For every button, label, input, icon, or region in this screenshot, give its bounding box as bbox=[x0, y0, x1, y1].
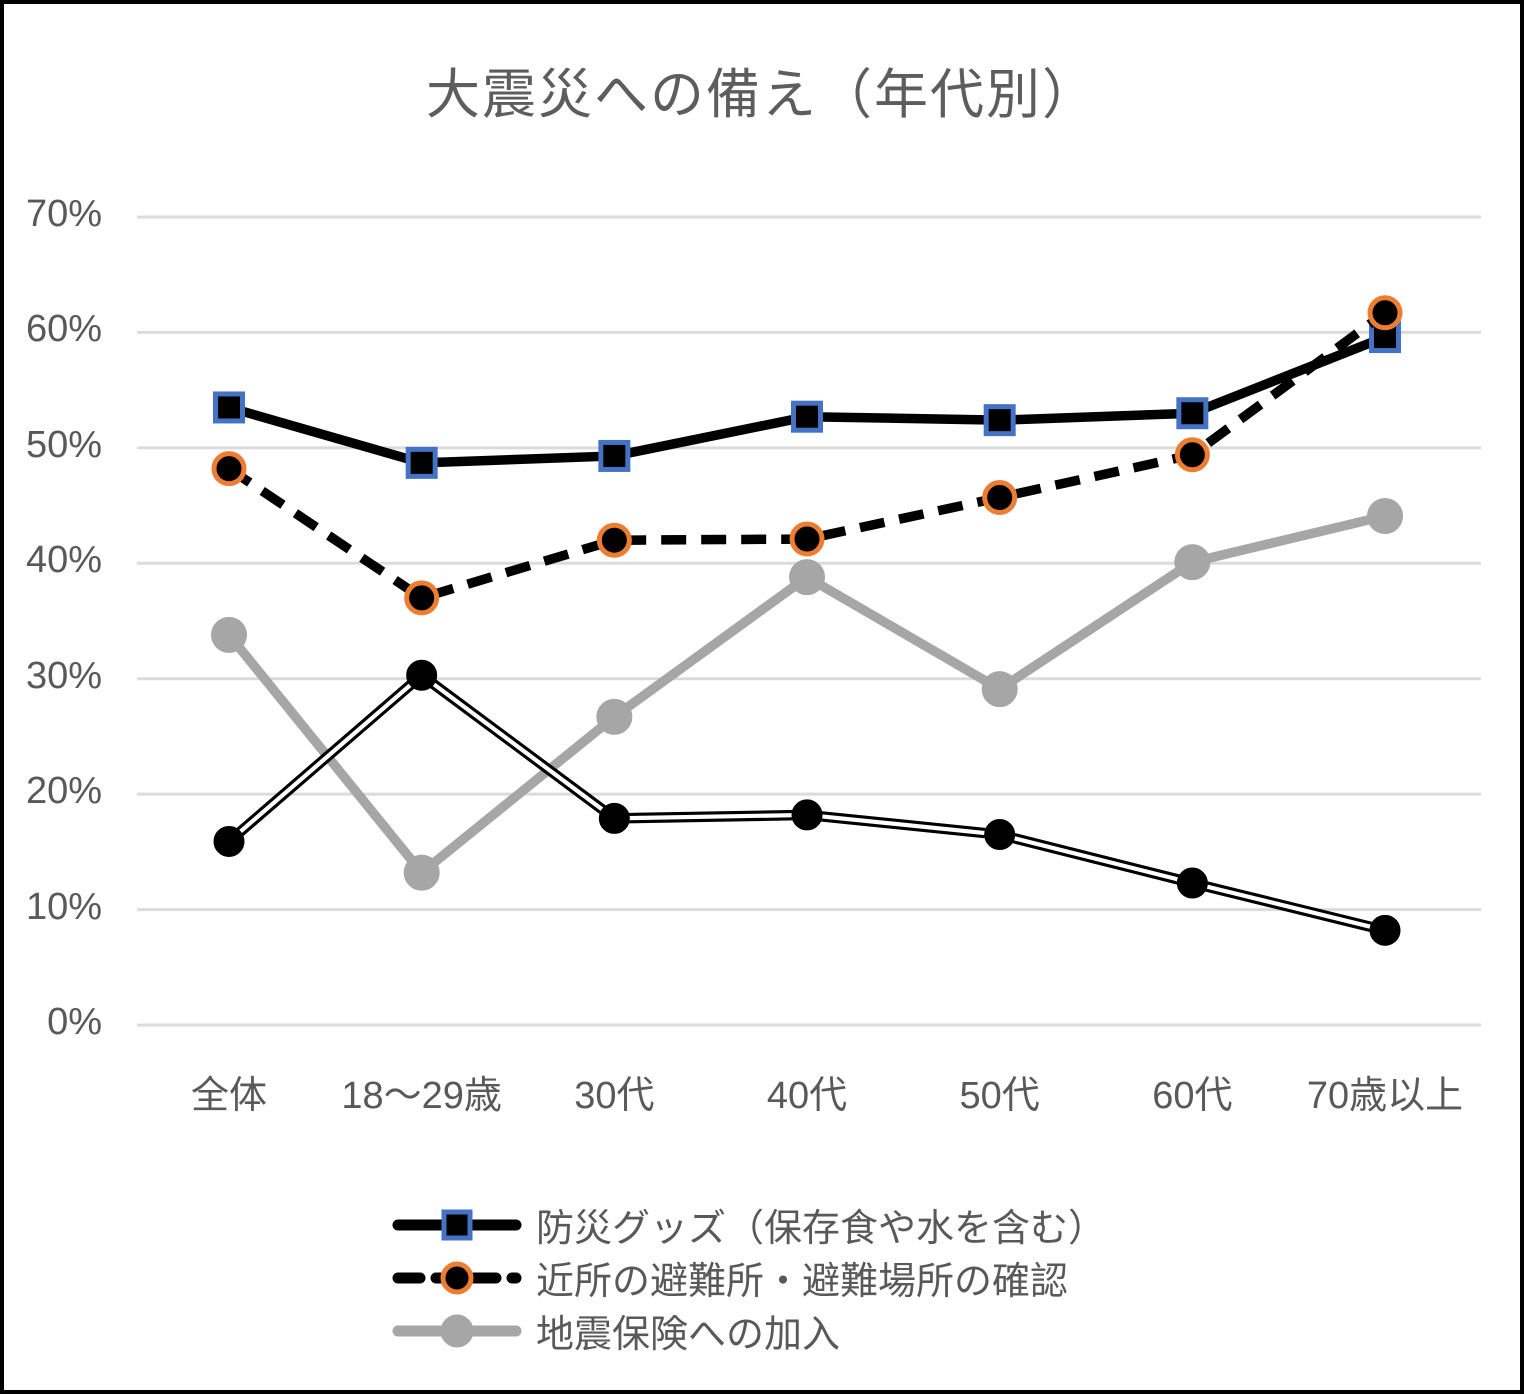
data-point-marker bbox=[1367, 497, 1404, 534]
y-tick-label: 20% bbox=[25, 770, 102, 813]
data-point-marker bbox=[596, 698, 633, 735]
data-point-marker bbox=[1174, 544, 1211, 581]
data-point-marker bbox=[211, 451, 247, 487]
data-point-marker bbox=[1176, 397, 1209, 430]
legend-sample bbox=[392, 1261, 522, 1294]
data-point-marker bbox=[789, 559, 826, 596]
y-tick-label: 30% bbox=[25, 654, 102, 697]
x-tick-label: 60代 bbox=[1152, 1075, 1233, 1117]
legend-item: 地震保険への加入 bbox=[392, 1304, 1106, 1357]
data-point-marker bbox=[403, 854, 440, 891]
x-tick-label: 70歳以上 bbox=[1306, 1075, 1464, 1117]
data-point-marker bbox=[1176, 867, 1208, 899]
data-point-marker bbox=[789, 521, 825, 557]
legend-sample bbox=[392, 1314, 522, 1347]
y-tick-label: 50% bbox=[25, 423, 102, 466]
y-tick-label: 40% bbox=[25, 539, 102, 582]
data-point-marker bbox=[983, 404, 1016, 437]
data-point-marker bbox=[598, 439, 631, 472]
data-point-marker bbox=[213, 391, 245, 424]
legend-sample-marker bbox=[441, 1209, 473, 1240]
data-point-marker bbox=[404, 580, 440, 616]
data-point-marker bbox=[406, 659, 438, 691]
data-point-marker bbox=[984, 819, 1016, 851]
y-tick-label: 10% bbox=[25, 885, 102, 928]
x-tick-label: 40代 bbox=[766, 1075, 848, 1117]
y-tick-label: 0% bbox=[47, 1001, 102, 1043]
y-tick-label: 70% bbox=[25, 193, 102, 235]
chart-title: 大震災への備え（年代別） bbox=[426, 65, 1098, 125]
data-point-marker bbox=[982, 479, 1018, 515]
legend-item: 防災グッズ（保存食や水を含む） bbox=[392, 1198, 1106, 1251]
data-point-marker bbox=[405, 446, 438, 479]
data-point-marker bbox=[213, 825, 245, 857]
chart-legend: 防災グッズ（保存食や水を含む） 近所の避難所・避難場所の確認 地震保険への加入 bbox=[392, 1198, 1106, 1357]
data-point-marker bbox=[791, 799, 823, 831]
x-tick-label: 30代 bbox=[574, 1075, 655, 1117]
legend-label: 地震保険への加入 bbox=[536, 1314, 841, 1356]
data-point-marker bbox=[981, 671, 1018, 708]
x-tick-label: 50代 bbox=[959, 1075, 1040, 1117]
data-point-marker bbox=[1367, 295, 1403, 331]
legend-label: 近所の避難所・避難場所の確認 bbox=[536, 1261, 1069, 1303]
legend-item: 近所の避難所・避難場所の確認 bbox=[392, 1251, 1106, 1304]
legend-sample bbox=[392, 1209, 522, 1240]
data-point-marker bbox=[211, 616, 247, 653]
legend-sample-marker bbox=[440, 1314, 474, 1347]
data-point-marker bbox=[1174, 437, 1210, 473]
data-point-marker bbox=[791, 400, 824, 433]
chart-plot-area bbox=[137, 215, 1481, 1027]
data-point-marker bbox=[596, 522, 632, 558]
y-tick-label: 60% bbox=[25, 308, 102, 351]
legend-label: 防災グッズ（保存食や水を含む） bbox=[536, 1208, 1107, 1250]
x-tick-label: 18～29歳 bbox=[341, 1075, 502, 1117]
x-tick-label: 全体 bbox=[190, 1075, 267, 1117]
data-point-marker bbox=[1369, 914, 1401, 946]
legend-sample-marker bbox=[440, 1261, 474, 1294]
data-point-marker bbox=[598, 802, 630, 834]
